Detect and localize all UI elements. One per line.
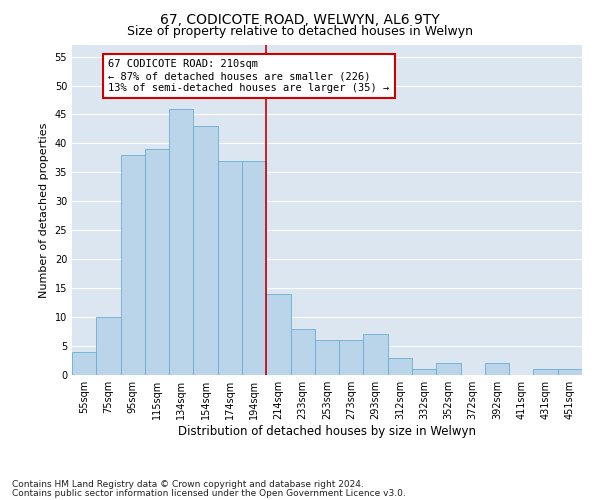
Bar bbox=[485, 364, 509, 375]
Bar bbox=[558, 369, 582, 375]
Y-axis label: Number of detached properties: Number of detached properties bbox=[39, 122, 49, 298]
Bar bbox=[315, 340, 339, 375]
Text: Size of property relative to detached houses in Welwyn: Size of property relative to detached ho… bbox=[127, 25, 473, 38]
Bar bbox=[412, 369, 436, 375]
Text: Contains public sector information licensed under the Open Government Licence v3: Contains public sector information licen… bbox=[12, 488, 406, 498]
Bar bbox=[533, 369, 558, 375]
Bar bbox=[72, 352, 96, 375]
Bar bbox=[339, 340, 364, 375]
Bar bbox=[436, 364, 461, 375]
Bar bbox=[388, 358, 412, 375]
Bar bbox=[121, 155, 145, 375]
Text: 67, CODICOTE ROAD, WELWYN, AL6 9TY: 67, CODICOTE ROAD, WELWYN, AL6 9TY bbox=[160, 12, 440, 26]
Bar bbox=[266, 294, 290, 375]
Bar bbox=[193, 126, 218, 375]
X-axis label: Distribution of detached houses by size in Welwyn: Distribution of detached houses by size … bbox=[178, 425, 476, 438]
Text: 67 CODICOTE ROAD: 210sqm
← 87% of detached houses are smaller (226)
13% of semi-: 67 CODICOTE ROAD: 210sqm ← 87% of detach… bbox=[109, 60, 389, 92]
Bar bbox=[145, 149, 169, 375]
Bar bbox=[290, 328, 315, 375]
Text: Contains HM Land Registry data © Crown copyright and database right 2024.: Contains HM Land Registry data © Crown c… bbox=[12, 480, 364, 489]
Bar bbox=[218, 161, 242, 375]
Bar bbox=[169, 108, 193, 375]
Bar bbox=[96, 317, 121, 375]
Bar bbox=[364, 334, 388, 375]
Bar bbox=[242, 161, 266, 375]
